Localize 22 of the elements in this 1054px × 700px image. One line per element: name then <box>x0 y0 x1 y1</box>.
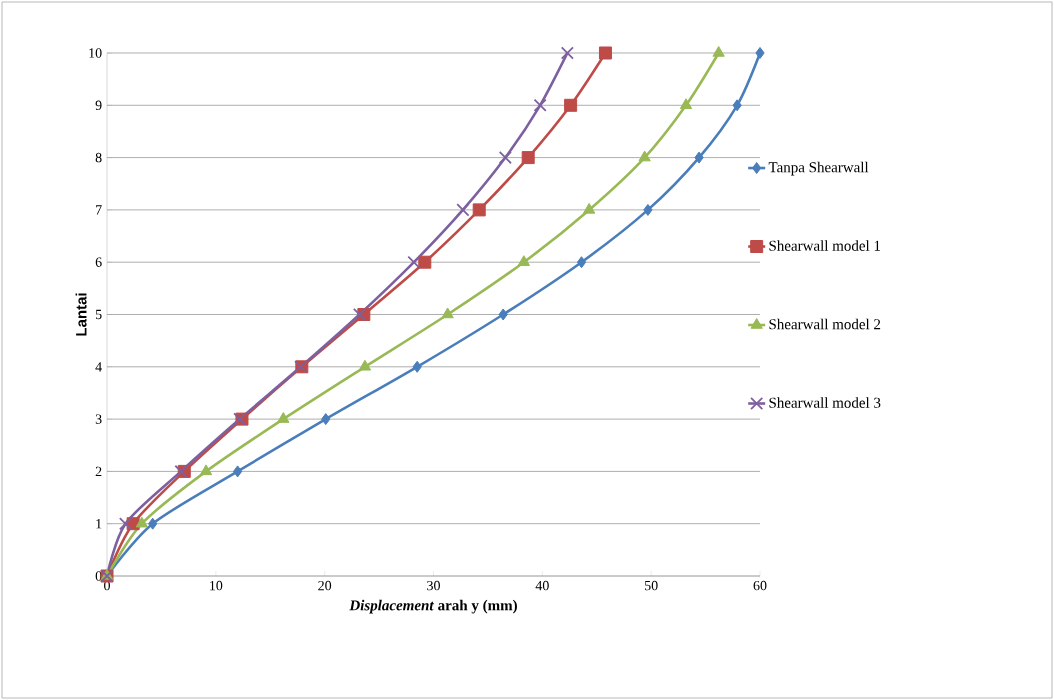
x-tick-label: 60 <box>753 580 767 591</box>
legend-label: Shearwall model 1 <box>769 240 881 251</box>
x-tick-label: 30 <box>427 580 440 591</box>
y-tick-label: 10 <box>89 48 102 58</box>
x-tick-label: 20 <box>318 580 332 591</box>
y-tick-label: 9 <box>95 100 102 110</box>
x-axis-title: Displacement arah y (mm) <box>349 599 517 614</box>
x-tick-label: 40 <box>535 580 549 591</box>
y-tick-label: 6 <box>95 257 102 267</box>
y-tick-label: 3 <box>95 414 102 424</box>
legend-label: Tanpa Shearwall <box>768 161 869 176</box>
y-tick-label: 8 <box>95 152 102 163</box>
x-tick-label: 10 <box>210 580 223 591</box>
x-tick-label: 50 <box>644 580 658 591</box>
y-axis-title: Lantai <box>75 293 87 336</box>
y-tick-label: 1 <box>96 519 102 529</box>
y-tick-label: 2 <box>95 466 102 477</box>
y-tick-label: 7 <box>96 205 102 215</box>
y-tick-label: 5 <box>95 309 102 320</box>
legend-label: Shearwall model 2 <box>769 318 881 330</box>
legend-label: Shearwall model 3 <box>769 397 881 408</box>
y-tick-label: 4 <box>95 362 102 372</box>
